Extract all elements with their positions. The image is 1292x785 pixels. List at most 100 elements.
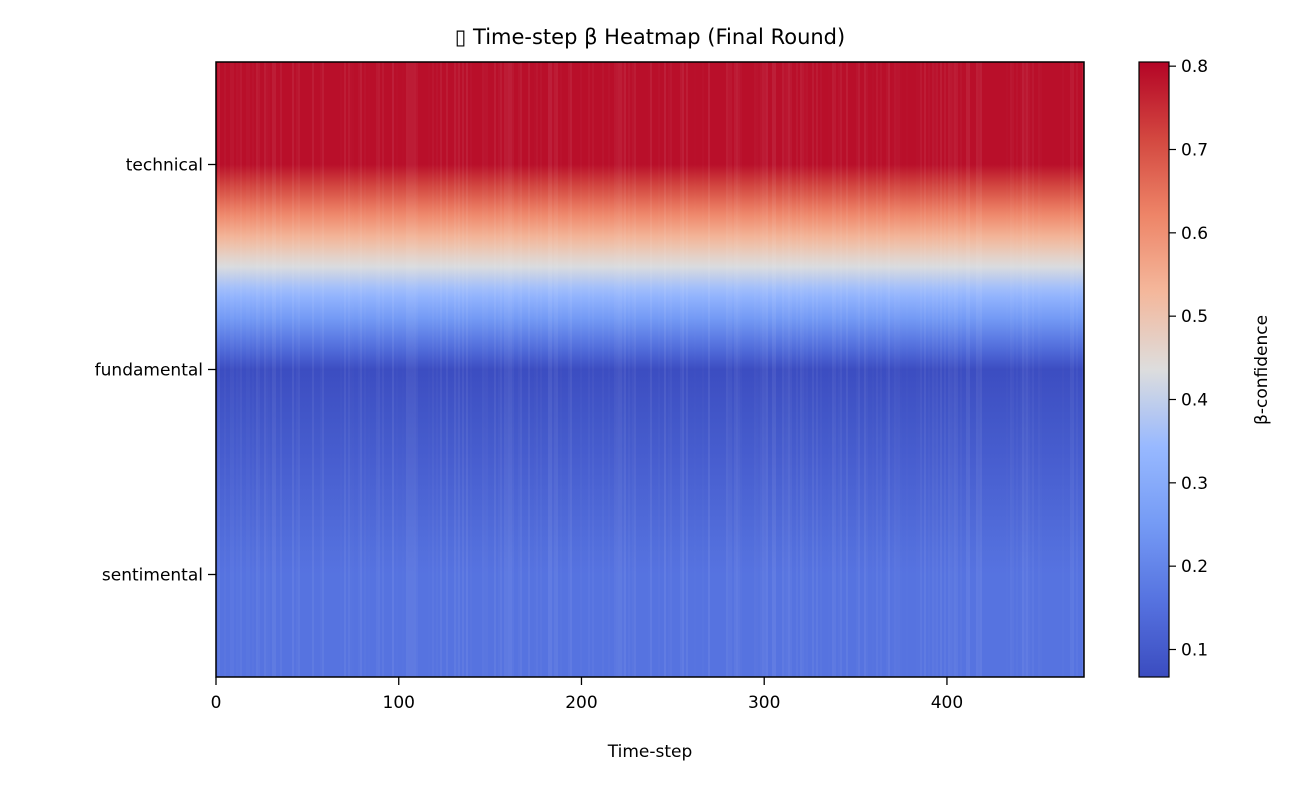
timestep-column-shade — [368, 62, 370, 677]
timestep-column-shade — [298, 62, 300, 677]
x-tick-label: 200 — [565, 693, 597, 713]
timestep-column-shade — [726, 62, 728, 677]
timestep-column-shade — [936, 62, 938, 677]
timestep-column-shade — [812, 62, 814, 677]
timestep-column-shade — [568, 62, 570, 677]
timestep-column-shade — [898, 62, 900, 677]
timestep-column-shade — [680, 62, 682, 677]
timestep-column-shade — [414, 62, 416, 677]
timestep-column-shade — [906, 62, 908, 677]
timestep-column-shade — [580, 62, 582, 677]
timestep-column-shade — [608, 62, 610, 677]
timestep-column-shade — [960, 62, 962, 677]
x-axis-label: Time-step — [607, 742, 693, 762]
timestep-column-shade — [382, 62, 384, 677]
timestep-column-shade — [528, 62, 530, 677]
timestep-column-shade — [934, 62, 936, 677]
timestep-column-shade — [360, 62, 362, 677]
timestep-column-shade — [470, 62, 472, 677]
timestep-column-shade — [534, 62, 536, 677]
timestep-column-shade — [416, 62, 418, 677]
timestep-column-shade — [632, 62, 634, 677]
timestep-column-shade — [540, 62, 542, 677]
colorbar-ticks: 0.1 0.2 0.3 0.4 0.5 0.6 0.7 0.8 — [1169, 57, 1208, 661]
timestep-column-shade — [702, 62, 704, 677]
timestep-column-shade — [566, 62, 568, 677]
timestep-column-shade — [918, 62, 920, 677]
timestep-column-shade — [340, 62, 342, 677]
timestep-column-shade — [952, 62, 954, 677]
timestep-column-shade — [456, 62, 458, 677]
timestep-column-shade — [894, 62, 896, 677]
timestep-column-shade — [790, 62, 792, 677]
timestep-column-shade — [800, 62, 802, 677]
timestep-column-shade — [588, 62, 590, 677]
colorbar-tick-label: 0.7 — [1181, 141, 1208, 161]
timestep-column-shade — [294, 62, 296, 677]
timestep-column-shade — [252, 62, 254, 677]
timestep-column-shade — [668, 62, 670, 677]
timestep-column-shade — [950, 62, 952, 677]
timestep-column-shade — [704, 62, 706, 677]
timestep-column-shade — [892, 62, 894, 677]
timestep-column-shade — [238, 62, 240, 677]
y-tick-label: sentimental — [102, 566, 203, 586]
y-tick-label: fundamental — [95, 361, 203, 381]
timestep-column-shade — [1070, 62, 1072, 677]
timestep-column-shade — [910, 62, 912, 677]
timestep-column-shade — [820, 62, 822, 677]
timestep-column-shade — [486, 62, 488, 677]
timestep-column-shade — [560, 62, 562, 677]
colorbar-tick-label: 0.4 — [1181, 391, 1208, 411]
timestep-column-shade — [948, 62, 950, 677]
timestep-column-shade — [592, 62, 594, 677]
timestep-column-shade — [782, 62, 784, 677]
timestep-column-shade — [816, 62, 818, 677]
timestep-column-shade — [954, 62, 956, 677]
timestep-column-shade — [1030, 62, 1032, 677]
timestep-column-shade — [440, 62, 442, 677]
timestep-column-shade — [774, 62, 776, 677]
timestep-column-shade — [256, 62, 258, 677]
timestep-column-shade — [1038, 62, 1040, 677]
timestep-column-shade — [886, 62, 888, 677]
timestep-column-shade — [756, 62, 758, 677]
timestep-column-shade — [1032, 62, 1034, 677]
timestep-column-shade — [272, 62, 274, 677]
timestep-column-shade — [648, 62, 650, 677]
timestep-column-shade — [968, 62, 970, 677]
y-axis: technical fundamental sentimental — [95, 156, 216, 586]
timestep-column-shade — [658, 62, 660, 677]
timestep-column-shade — [504, 62, 506, 677]
timestep-column-shade — [806, 62, 808, 677]
timestep-column-shade — [274, 62, 276, 677]
timestep-column-shade — [772, 62, 774, 677]
timestep-column-shade — [832, 62, 834, 677]
timestep-column-shade — [352, 62, 354, 677]
colorbar-tick-label: 0.1 — [1181, 641, 1208, 661]
timestep-column-shade — [520, 62, 522, 677]
colorbar-label: β-confidence — [1252, 315, 1272, 425]
timestep-column-shade — [536, 62, 538, 677]
colorbar-tick-label: 0.6 — [1181, 224, 1208, 244]
heatmap-gradient — [216, 62, 1084, 677]
colorbar-tick-label: 0.5 — [1181, 307, 1208, 327]
timestep-column-shade — [266, 62, 268, 677]
timestep-column-shade — [550, 62, 552, 677]
timestep-column-shade — [650, 62, 652, 677]
timestep-column-shade — [270, 62, 272, 677]
timestep-column-shade — [584, 62, 586, 677]
timestep-column-shade — [1082, 62, 1084, 677]
timestep-column-shade — [530, 62, 532, 677]
heatmap-plot-area — [215, 61, 1085, 678]
timestep-column-shade — [730, 62, 732, 677]
timestep-column-shade — [734, 62, 736, 677]
timestep-column-shade — [1026, 62, 1028, 677]
timestep-column-shade — [1006, 62, 1008, 677]
timestep-column-shade — [1016, 62, 1018, 677]
timestep-column-shade — [478, 62, 480, 677]
timestep-column-shade — [630, 62, 632, 677]
timestep-column-shade — [454, 62, 456, 677]
timestep-column-shade — [350, 62, 352, 677]
y-tick-label: technical — [126, 156, 203, 176]
